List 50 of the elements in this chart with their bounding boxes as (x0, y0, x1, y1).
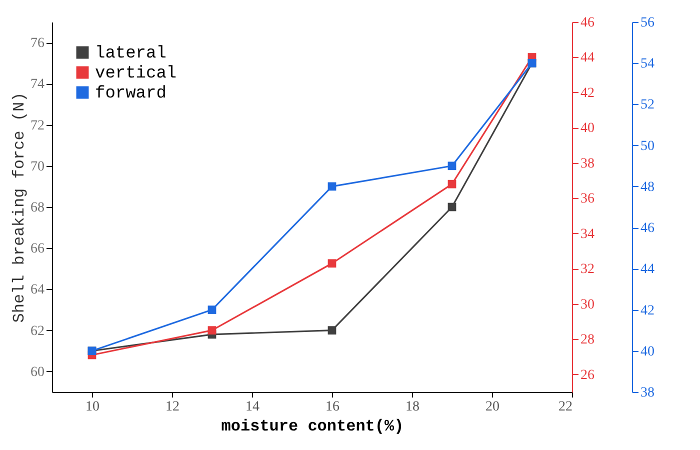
y-tick-label: 68 (30, 200, 44, 216)
y-tick-label: 60 (30, 364, 44, 380)
y2-tick-label: 26 (580, 368, 594, 383)
point (448, 180, 456, 188)
x-axis-title: moisture content(%) (221, 418, 404, 436)
y-tick-label: 70 (30, 159, 44, 174)
y2-tick-label: 42 (580, 86, 594, 101)
legend-label: vertical (95, 64, 177, 84)
x-tick-label: 18 (406, 400, 420, 414)
y2-tick-label: 44 (580, 50, 594, 66)
y3-tick-label: 54 (640, 56, 654, 72)
y2-tick-label: 28 (580, 332, 594, 348)
point (448, 162, 456, 170)
x-tick-label: 14 (246, 400, 260, 414)
point (448, 202, 456, 212)
y2-tick-label: 32 (580, 262, 594, 278)
x-tick-label: 22 (558, 400, 572, 414)
point (208, 306, 216, 314)
point (328, 259, 336, 268)
x-tick-label: 20 (486, 400, 500, 414)
y2-tick-label: 30 (580, 297, 594, 312)
y2-tick-label: 34 (580, 226, 594, 242)
y-tick-label: 66 (30, 242, 44, 257)
y-tick-label: 64 (30, 282, 44, 298)
point (208, 326, 216, 335)
y3-tick-label: 52 (640, 98, 654, 113)
y3-tick-label: 44 (640, 262, 654, 278)
point (328, 182, 336, 191)
point (328, 326, 336, 335)
y2-tick-label: 40 (580, 121, 594, 136)
y3-tick-label: 46 (640, 221, 654, 236)
x-tick-label: 10 (86, 400, 100, 414)
legend-label: lateral (95, 44, 166, 64)
y-tick-label: 72 (30, 118, 44, 134)
y-tick-label: 62 (30, 324, 44, 339)
y3-tick-label: 50 (640, 138, 654, 154)
y-tick-label: 74 (30, 77, 44, 92)
y3-tick-label: 38 (640, 386, 654, 400)
y2-tick-label: 46 (580, 16, 594, 30)
y3-tick-label: 40 (640, 344, 654, 360)
y2-tick-label: 36 (580, 192, 594, 207)
legend-label: forward (95, 84, 166, 104)
y3-tick-label: 56 (640, 16, 654, 30)
y3-tick-label: 42 (640, 303, 654, 318)
x-tick-label: 16 (326, 400, 340, 414)
y-tick-label: 76 (30, 36, 44, 52)
y-axis-title: Shell breaking force (N) (10, 92, 28, 323)
y3-tick-label: 48 (640, 180, 654, 195)
y2-tick-label: 38 (580, 156, 594, 172)
x-tick-label: 12 (166, 400, 180, 414)
